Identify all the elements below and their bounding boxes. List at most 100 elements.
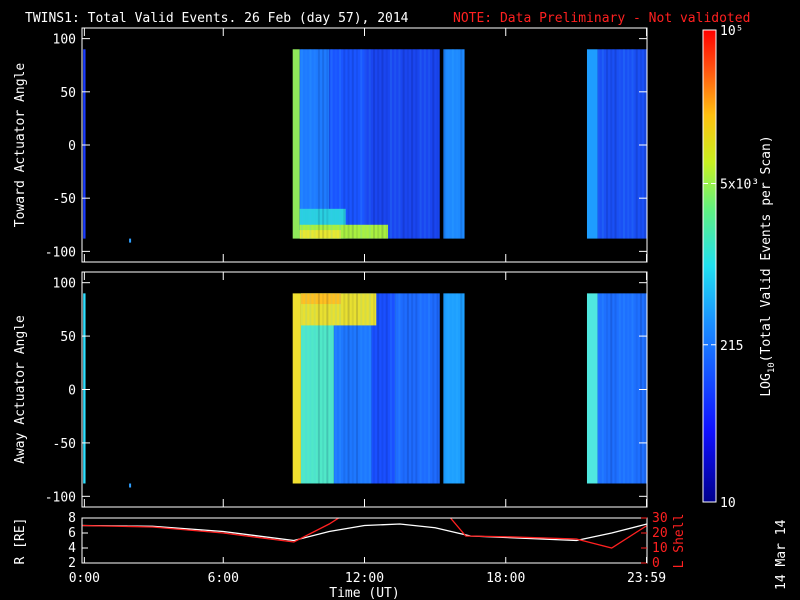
y-tick-label: -100	[45, 245, 76, 260]
heatmap-stripe	[339, 293, 342, 484]
heatmap-stripe	[317, 49, 320, 239]
heatmap-stripe	[423, 293, 426, 484]
preliminary-note: NOTE: Data Preliminary - Not validoted	[453, 11, 750, 26]
heatmap-stripe	[644, 293, 647, 484]
y-tick-label: 8	[68, 511, 76, 526]
heatmap-stripe	[330, 293, 333, 484]
colorbar: 10 215 5x10³ 10⁵	[702, 24, 759, 511]
heatmap-stripe	[428, 293, 431, 484]
heatmap-cell	[83, 293, 86, 484]
heatmap-cell	[443, 49, 465, 239]
heatmap-stripe	[398, 293, 401, 484]
y-tick-label: -50	[53, 192, 76, 207]
heatmap-stripe	[614, 49, 617, 239]
heatmap-stripe	[309, 49, 312, 239]
heatmap-stripe	[627, 293, 630, 484]
heatmap-stripe	[398, 49, 401, 239]
heatmap-stripe	[326, 293, 329, 484]
heatmap-stripe	[402, 49, 405, 239]
time-axis: 0:00 6:00 12:00 18:00 23:59 Time (UT)	[69, 571, 666, 600]
heatmap-stripe	[639, 293, 642, 484]
y-axis-label: Away Actuator Angle	[13, 315, 28, 464]
heatmap-cell	[364, 49, 440, 239]
heatmap-stripe	[385, 293, 388, 484]
heatmap-stripe	[614, 293, 617, 484]
heatmap-stripe	[406, 49, 409, 239]
y-axis-label: Toward Actuator Angle	[13, 63, 28, 228]
heatmap-stripe	[351, 49, 354, 239]
heatmap-stripe	[415, 293, 418, 484]
y2-tick-label: 10	[652, 541, 668, 556]
heatmap-stripe	[300, 293, 303, 484]
heatmap-stripe	[419, 293, 422, 484]
heatmap-stripe	[631, 49, 634, 239]
heatmap-stripe	[347, 293, 350, 484]
y-tick-label: -50	[53, 437, 76, 452]
heatmap-stripe	[364, 49, 367, 239]
heatmap-stripe	[351, 293, 354, 484]
heatmap-cell	[329, 49, 365, 239]
heatmap-stripe	[334, 293, 337, 484]
heatmap-stripe	[377, 49, 380, 239]
heatmap-stripe	[460, 49, 463, 239]
heatmap-stripe	[309, 293, 312, 484]
heatmap-stripe	[610, 49, 613, 239]
chart-title: TWINS1: Total Valid Events. 26 Feb (day …	[25, 11, 409, 26]
heatmap-stripe	[428, 49, 431, 239]
lshell-axis-label: L Shell	[672, 514, 687, 569]
r-axis-label: R [RE]	[13, 518, 28, 565]
heatmap-stripe	[364, 293, 367, 484]
heatmap-stripe	[360, 293, 363, 484]
heatmap-stripe	[356, 49, 359, 239]
heatmap-stripe	[443, 49, 446, 239]
heatmap-cell	[299, 230, 341, 239]
heatmap-stripe	[406, 293, 409, 484]
y-tick-label: 100	[53, 33, 76, 48]
y2-tick-label: 20	[652, 526, 668, 541]
heatmap-stripe	[635, 49, 638, 239]
y-tick-label: 50	[60, 86, 76, 101]
colorbar-label: LOG10(Total Valid Events per Scan)	[759, 135, 777, 396]
heatmap-stripe	[381, 293, 384, 484]
heatmap-stripe	[460, 293, 463, 484]
heatmap-cell	[443, 293, 465, 484]
heatmap-stripe	[631, 293, 634, 484]
heatmap-stripe	[627, 49, 630, 239]
heatmap-stripe	[334, 49, 337, 239]
heatmap-cell	[299, 49, 330, 239]
heatmap-stripe	[610, 293, 613, 484]
heatmap-cell	[586, 49, 598, 239]
heatmap-stripe	[322, 293, 325, 484]
heatmap-stripe	[447, 293, 450, 484]
heatmap-stripe	[597, 49, 600, 239]
y-tick-label: 2	[68, 556, 76, 571]
heatmap-stripe	[368, 49, 371, 239]
heatmap-stripe	[377, 293, 380, 484]
heatmap-stripe	[317, 293, 320, 484]
heatmap-stripe	[343, 293, 346, 484]
heatmap-stripe	[618, 293, 621, 484]
heatmap-cell	[439, 49, 444, 239]
heatmap-stripe	[313, 293, 316, 484]
heatmap-stripe	[622, 49, 625, 239]
heatmap-stripe	[432, 49, 435, 239]
heatmap-stripe	[601, 49, 604, 239]
heatmap-stripe	[597, 293, 600, 484]
heatmap-stripe	[372, 293, 375, 484]
heatmap-stripe	[456, 293, 459, 484]
y-tick-label: 50	[60, 330, 76, 345]
heatmap-cell	[300, 293, 341, 305]
lshell-series-line	[82, 518, 647, 549]
y-tick-label: 6	[68, 526, 76, 541]
colorbar-gradient	[702, 29, 717, 503]
heatmap-stripe	[360, 49, 363, 239]
heatmap-stripe	[356, 293, 359, 484]
heatmap-stripe	[343, 49, 346, 239]
heatmap-stripe	[300, 49, 303, 239]
heatmap-stripe	[451, 49, 454, 239]
heatmap-stripe	[347, 49, 350, 239]
heatmap-cell	[597, 293, 647, 484]
toward-panel: -100 -50 0 50 100 Toward Actuator Angle	[13, 27, 648, 263]
